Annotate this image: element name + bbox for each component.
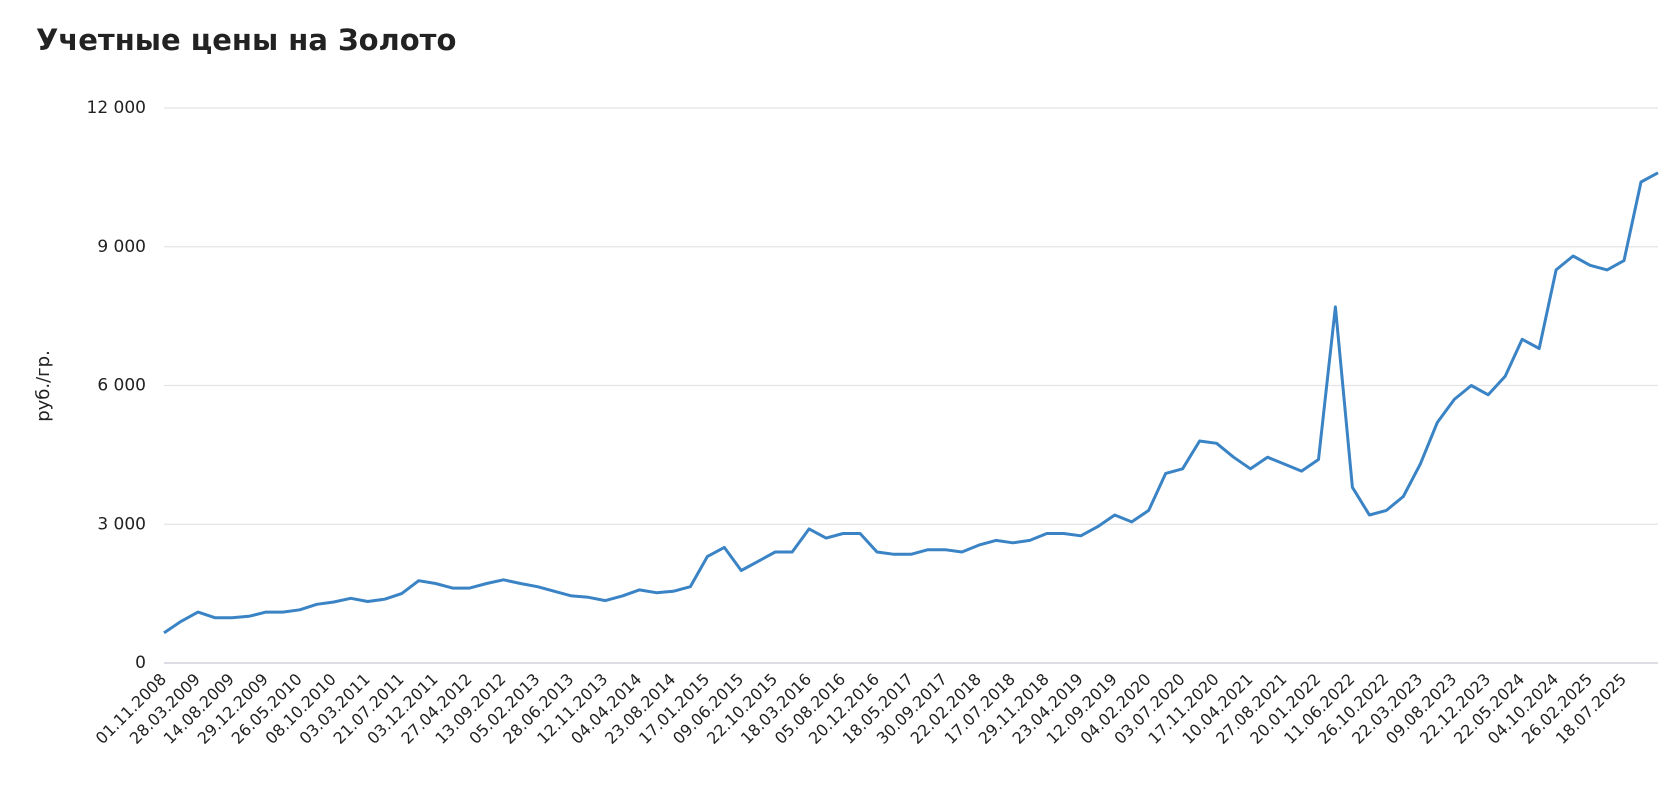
y-axis-label: руб./гр.: [33, 350, 54, 422]
y-tick-label: 0: [135, 653, 146, 673]
y-tick-label: 9 000: [97, 237, 146, 257]
y-tick-label: 3 000: [97, 514, 146, 534]
y-tick-label: 12 000: [87, 98, 146, 118]
chart-title: Учетные цены на Золото: [36, 23, 456, 57]
y-tick-label: 6 000: [97, 376, 146, 396]
price-line: [163, 171, 1659, 635]
